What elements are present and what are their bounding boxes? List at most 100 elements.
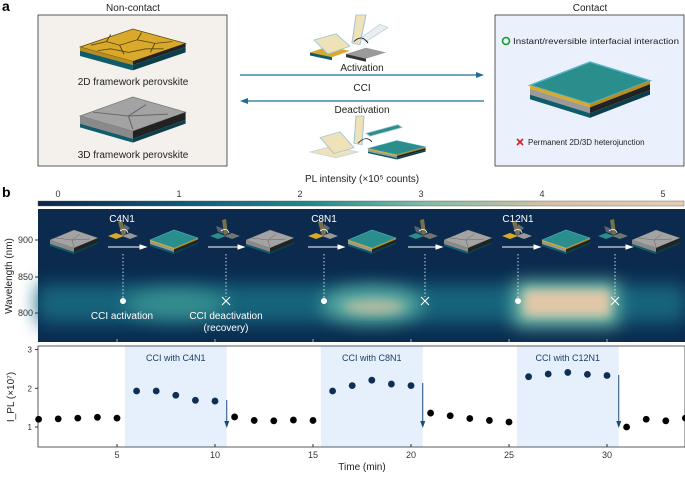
data-point-cci (172, 391, 180, 399)
y-tick-label: 3 (28, 346, 33, 355)
data-point (35, 415, 42, 423)
negative-feature: Permanent 2D/3D heterojunction (528, 138, 645, 147)
arrow-head (420, 421, 426, 428)
data-point-cci (152, 387, 160, 395)
deactivation-marker (420, 296, 430, 306)
cci-shaded-region (320, 346, 423, 447)
cci-activation-label: CCI activation (91, 311, 153, 322)
data-point-cci (525, 373, 532, 381)
deactivation-marker (221, 296, 231, 306)
data-point (662, 417, 670, 425)
cci-shaded-region (516, 346, 619, 447)
data-point (623, 423, 630, 431)
colorbar-tick-label: 4 (539, 189, 544, 199)
data-point-cci (564, 369, 572, 376)
positive-feature: Instant/reversible interfacial interacti… (513, 37, 679, 46)
pl-intensity-scatter: CCI with C4N1 CCI with C8N1 CCI with C12N1… (28, 345, 685, 460)
ytick-800: 800 (18, 308, 33, 318)
process-sequence (49, 218, 681, 306)
activation-arrow (240, 72, 484, 78)
deactivation-marker (610, 296, 620, 306)
x-tick-label: 20 (406, 450, 416, 460)
activation-illustration (310, 14, 389, 62)
data-point (486, 417, 493, 424)
data-point (682, 414, 685, 422)
data-point (113, 414, 121, 422)
data-point (466, 415, 474, 422)
data-point-cci (584, 370, 591, 378)
cci-deactivation-label: CCI deactivation (189, 311, 262, 322)
colorbar-title: PL intensity (×10⁵ counts) (305, 174, 419, 185)
scatter-ylabel: I_PL (×10⁷) (6, 372, 17, 422)
deactivation-arrow (240, 98, 484, 104)
data-point-cci (348, 382, 356, 389)
data-point-cci (388, 380, 395, 388)
data-point (74, 414, 82, 422)
deactivation-illustration (308, 115, 427, 161)
scatter-xlabel: Time (min) (338, 462, 385, 473)
cci-recovery-label: (recovery) (203, 323, 248, 334)
colorbar-tick-label: 2 (297, 189, 302, 199)
data-point (250, 417, 258, 424)
x-tick-label: 10 (210, 450, 220, 460)
data-point-cci (133, 387, 141, 395)
data-point-cci (544, 370, 552, 378)
activation-marker (120, 298, 126, 304)
heatmap-xticks (116, 339, 608, 342)
data-point-cci (407, 382, 415, 389)
arrow-head (224, 421, 230, 428)
cci-label: CCI (353, 83, 370, 94)
heatmap-ylabel: Wavelength (nm) (4, 238, 15, 314)
2d-perovskite-label: 2D framework perovskite (78, 77, 189, 88)
data-point-cci (368, 376, 376, 384)
data-point (505, 418, 513, 426)
cci-region-label: CCI with C12N1 (536, 353, 601, 363)
data-point (231, 413, 239, 421)
data-point (427, 409, 434, 417)
activation-label: Activation (340, 63, 383, 74)
panel-b-label: b (2, 184, 11, 200)
arrow-head (616, 421, 622, 428)
data-point-cci (603, 372, 611, 379)
colorbar-tick-label: 3 (418, 189, 423, 199)
colorbar (37, 200, 685, 207)
data-point (94, 413, 101, 421)
3d-perovskite-label: 3D framework perovskite (78, 150, 189, 161)
data-point-cci (329, 387, 336, 395)
cci-region-label: CCI with C8N1 (342, 353, 402, 363)
cci-region-label: CCI with C4N1 (146, 353, 206, 363)
pl-heatmap (38, 209, 685, 342)
red-cross-icon (516, 138, 524, 146)
group-label-c4n1: C4N1 (109, 214, 135, 225)
data-point (309, 417, 317, 424)
activation-marker (515, 298, 521, 304)
green-circle-icon (501, 36, 511, 46)
data-point (270, 417, 278, 425)
x-tick-label: 30 (602, 450, 612, 460)
ytick-900: 900 (18, 235, 33, 245)
group-label-c12n1: C12N1 (502, 214, 534, 225)
colorbar-tick-label: 5 (660, 189, 665, 199)
x-tick-label: 5 (114, 450, 119, 460)
x-tick-label: 15 (308, 450, 318, 460)
data-point-cci (192, 396, 199, 404)
ytick-850: 850 (18, 272, 33, 282)
x-tick-label: 25 (504, 450, 514, 460)
data-point-cci (211, 397, 219, 405)
activation-marker (321, 298, 327, 304)
non-contact-title: Non-contact (106, 3, 160, 14)
panel-a-label: a (2, 0, 10, 14)
colorbar-tick-label: 0 (55, 189, 60, 199)
heatmap-yticks: 900 850 800 (18, 235, 38, 318)
data-point (290, 416, 297, 424)
data-point (446, 412, 454, 420)
y-tick-label: 1 (28, 423, 33, 432)
data-point (54, 415, 62, 423)
contact-title: Contact (573, 3, 608, 14)
y-tick-label: 2 (28, 384, 33, 393)
group-label-c8n1: C8N1 (311, 214, 337, 225)
plot-frame (37, 345, 685, 448)
deactivation-label: Deactivation (334, 105, 389, 116)
data-point (642, 415, 650, 423)
